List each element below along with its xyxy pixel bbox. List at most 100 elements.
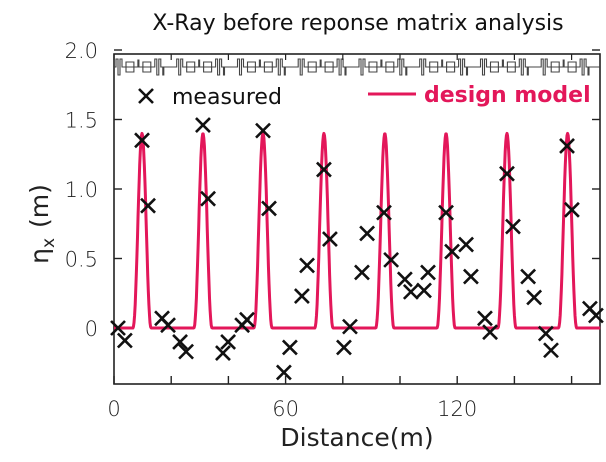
measured-point <box>438 204 454 221</box>
measured-point <box>359 225 376 242</box>
y-axis-label-subscript: x <box>39 238 59 248</box>
x-marker-stroke <box>134 132 150 149</box>
measured-point <box>520 268 537 285</box>
x-marker-stroke <box>458 236 474 253</box>
measured-point <box>140 197 156 214</box>
x-marker-stroke <box>255 122 271 139</box>
x-axis-label: Distance(m) <box>280 423 433 452</box>
measured-point <box>463 268 479 285</box>
x-marker-stroke <box>520 268 537 285</box>
x-marker-stroke <box>505 218 521 235</box>
design-model-series <box>113 131 602 330</box>
measured-point <box>322 231 338 247</box>
x-marker-stroke <box>281 339 298 356</box>
measured-point <box>239 311 255 328</box>
y-tick-label: 1.0 <box>65 178 98 202</box>
measured-point <box>563 201 580 218</box>
measured-point <box>160 317 176 334</box>
x-marker-stroke <box>438 204 454 221</box>
x-marker-stroke <box>376 204 392 221</box>
lattice-magnet-sequence <box>114 58 600 76</box>
x-marker-stroke <box>299 257 315 274</box>
x-marker-stroke <box>402 283 419 300</box>
y-axis-label-unit: (m) <box>25 184 54 228</box>
y-axis-label: ηx (m) <box>25 184 59 264</box>
y-tick-label: 2.0 <box>65 39 98 63</box>
x-marker-stroke <box>239 311 255 328</box>
measured-point <box>275 364 292 381</box>
measured-point <box>195 117 211 133</box>
measured-point <box>200 190 217 207</box>
measured-point <box>261 200 277 217</box>
measured-series <box>110 117 604 381</box>
x-tick-label: 0 <box>107 397 120 421</box>
measured-point <box>416 282 432 299</box>
measured-point <box>559 137 575 154</box>
x-marker-stroke <box>178 343 194 360</box>
y-tick-label: 1.5 <box>65 109 98 133</box>
x-marker-stroke <box>316 161 332 178</box>
x-marker-stroke <box>559 137 575 154</box>
x-marker-stroke <box>322 231 338 247</box>
measured-point <box>477 310 493 327</box>
measured-point <box>110 320 126 336</box>
measured-point <box>178 343 194 360</box>
x-marker-stroke <box>342 318 358 335</box>
measured-point <box>376 204 392 221</box>
measured-point <box>215 345 231 361</box>
measured-point <box>134 132 150 149</box>
x-marker-stroke <box>477 310 493 327</box>
measured-point <box>383 251 400 268</box>
x-marker-stroke <box>444 243 460 260</box>
measured-point <box>281 339 298 356</box>
x-tick-label: 120 <box>437 397 477 421</box>
x-marker-stroke <box>116 332 133 349</box>
y-axis-label-symbol: η <box>25 248 54 264</box>
measured-point <box>402 283 419 300</box>
x-marker-stroke <box>420 264 436 281</box>
y-axis-label-text: ηx (m) <box>25 184 59 264</box>
x-marker-stroke <box>336 339 352 356</box>
measured-point <box>342 318 358 335</box>
x-axis: 0 60 120 <box>107 54 573 421</box>
legend-x-glyph <box>138 88 154 104</box>
x-tick-label: 60 <box>272 397 299 421</box>
y-tick-label: 0 <box>85 317 98 341</box>
x-marker-stroke <box>383 251 400 268</box>
y-tick-label: 0.5 <box>65 248 98 272</box>
measured-point <box>526 289 543 306</box>
measured-point <box>537 325 554 342</box>
x-marker-stroke <box>563 201 580 218</box>
x-marker-stroke <box>463 268 479 285</box>
measured-point <box>505 218 521 235</box>
plot-frame <box>113 53 601 385</box>
measured-point <box>354 264 370 281</box>
x-marker-stroke <box>537 325 554 342</box>
x-marker-stroke <box>354 264 370 281</box>
legend-measured-label: measured <box>172 85 282 110</box>
measured-point <box>316 161 332 178</box>
x-marker-stroke <box>138 88 154 104</box>
x-marker-stroke <box>220 333 237 350</box>
measured-point <box>444 243 460 260</box>
x-marker-stroke <box>275 364 292 381</box>
x-marker-stroke <box>110 320 126 336</box>
measured-point <box>220 333 237 350</box>
x-marker-stroke <box>359 225 376 242</box>
x-marker-stroke <box>195 117 211 133</box>
chart-title: X-Ray before reponse matrix analysis <box>152 11 563 36</box>
measured-point <box>299 257 315 274</box>
measured-point <box>482 324 499 341</box>
lattice-band <box>114 58 600 76</box>
x-marker-stroke <box>200 190 217 207</box>
legend-item-measured: measured <box>138 85 282 110</box>
legend-x-marker-icon <box>138 88 154 104</box>
design-model-line <box>113 131 602 330</box>
x-marker-stroke <box>587 307 604 324</box>
x-marker-stroke <box>416 282 432 299</box>
legend-item-design-model: design model <box>368 83 591 108</box>
measured-point <box>172 333 188 350</box>
measured-point <box>255 122 271 139</box>
x-marker-stroke <box>526 289 543 306</box>
